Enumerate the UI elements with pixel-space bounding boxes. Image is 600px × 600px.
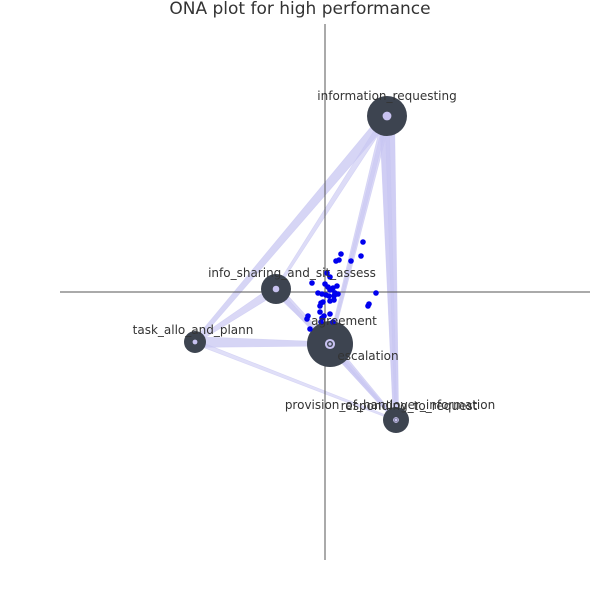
chart-title: ONA plot for high performance bbox=[169, 0, 430, 19]
unit-point-28 bbox=[365, 303, 371, 309]
node-label-6: provision_of_handover_information bbox=[285, 398, 495, 412]
unit-point-5 bbox=[348, 258, 354, 264]
node-label-0: information_requesting bbox=[317, 89, 456, 103]
node-label-2: task_allo_and_plann bbox=[133, 323, 254, 337]
unit-point-33 bbox=[321, 313, 327, 319]
node-label-3: agreement bbox=[311, 314, 377, 328]
labels-layer: information_requesting info_sharing_and_s… bbox=[133, 89, 496, 413]
node-label-5: responding_to_request bbox=[341, 399, 478, 413]
network-node-center-1 bbox=[272, 285, 280, 293]
node-label-1: info_sharing_and_sit_assess bbox=[208, 266, 376, 280]
nodes-layer bbox=[184, 96, 409, 433]
unit-point-26 bbox=[373, 290, 379, 296]
points-layer bbox=[304, 239, 379, 332]
unit-point-0 bbox=[360, 239, 366, 245]
unit-point-35 bbox=[330, 319, 336, 325]
network-node-center-6 bbox=[394, 418, 398, 422]
unit-point-1 bbox=[338, 251, 344, 257]
unit-point-6 bbox=[324, 270, 330, 276]
unit-point-32 bbox=[327, 311, 333, 317]
network-node-center-4 bbox=[328, 342, 332, 346]
unit-point-34 bbox=[318, 319, 324, 325]
unit-point-25 bbox=[317, 303, 323, 309]
unit-point-36 bbox=[304, 316, 310, 322]
unit-point-2 bbox=[358, 253, 364, 259]
network-node-center-0 bbox=[382, 111, 392, 121]
unit-point-37 bbox=[307, 326, 313, 332]
axes-layer bbox=[60, 24, 590, 560]
unit-point-7 bbox=[327, 274, 333, 280]
unit-point-8 bbox=[309, 280, 315, 286]
unit-point-13 bbox=[334, 283, 340, 289]
node-label-4: escalation bbox=[337, 349, 398, 363]
unit-point-29 bbox=[317, 309, 323, 315]
network-node-center-2 bbox=[192, 339, 198, 345]
mean-marker bbox=[329, 290, 337, 302]
unit-point-4 bbox=[336, 257, 342, 263]
